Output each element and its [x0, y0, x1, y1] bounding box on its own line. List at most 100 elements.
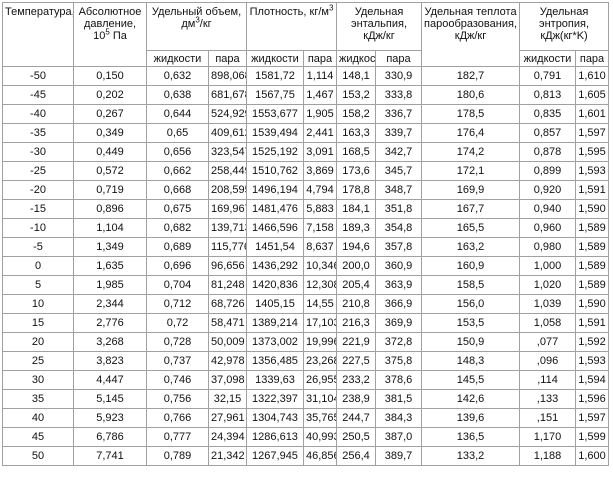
- table-cell: 1553,677: [246, 104, 304, 124]
- table-cell: 1,591: [575, 180, 610, 200]
- header-text: Удельный объем, дм: [151, 6, 242, 30]
- table-cell: 1,596: [575, 389, 610, 409]
- header-text: Удельная энтропия, кДж(кг*K): [538, 6, 590, 42]
- table-row: -150,8960,675169,9671481,4765,883184,135…: [2, 199, 610, 219]
- table-cell: 221,9: [336, 332, 376, 352]
- table-cell: 148,1: [336, 66, 376, 86]
- table-cell: 153,5: [421, 313, 521, 333]
- table-cell: 1,592: [575, 332, 610, 352]
- table-cell: 0,349: [73, 123, 147, 143]
- table-cell: 46,856: [303, 446, 337, 466]
- table-cell: 1,599: [575, 427, 610, 447]
- table-cell: 3,268: [73, 332, 147, 352]
- table-cell: 0,150: [73, 66, 147, 86]
- table-cell: 19,996: [303, 332, 337, 352]
- table-cell: ,096: [519, 351, 577, 371]
- table-row: -5 1,349 0,689 115,776 1451,54 8,637 194,6 357,…: [2, 237, 610, 257]
- subheader-cell: жидкости: [246, 50, 304, 67]
- table-cell: 1,590: [575, 294, 610, 314]
- table-cell: 17,103: [303, 313, 337, 333]
- table-cell: 0,668: [146, 180, 209, 200]
- subheader-cell: пара: [303, 50, 337, 67]
- table-cell: 20: [2, 332, 74, 352]
- table-cell: 348,7: [374, 180, 423, 200]
- table-cell: -45: [2, 85, 74, 105]
- table-cell: 158,2: [336, 104, 376, 124]
- table-cell: 1,104: [73, 218, 147, 238]
- table-cell: 1304,743: [246, 408, 304, 428]
- table-cell: 216,3: [336, 313, 376, 333]
- table-cell: 0,689: [146, 237, 209, 257]
- table-row: -300,4490,656323,5471525,1923,091168,534…: [2, 142, 610, 162]
- table-cell: 1,591: [575, 313, 610, 333]
- table-cell: 178,8: [336, 180, 376, 200]
- table-cell: 35: [2, 389, 74, 409]
- table-cell: 366,9: [374, 294, 423, 314]
- table-cell: -30: [2, 142, 74, 162]
- table-cell: 333,8: [374, 85, 423, 105]
- table-cell: 42,978: [208, 351, 247, 371]
- table-cell: 169,967: [208, 199, 247, 219]
- table-cell: 30: [2, 370, 74, 390]
- table-cell: 0,980: [519, 237, 577, 257]
- table-cell: ,077: [519, 332, 577, 352]
- table-cell: 5,883: [303, 199, 337, 219]
- table-cell: 0,777: [146, 427, 209, 447]
- table-cell: 0,719: [73, 180, 147, 200]
- table-cell: 0,267: [73, 104, 147, 124]
- table-cell: 0,789: [146, 446, 209, 466]
- table-cell: 0,572: [73, 161, 147, 181]
- table-cell: -20: [2, 180, 74, 200]
- header-text: Удельная теплота парообразования, кДж/кг: [424, 6, 517, 42]
- table-cell: 387,0: [374, 427, 423, 447]
- table-row: 30 4,447 0,746 37,098 1339,63 26,955 233,2 378,…: [2, 370, 610, 390]
- table-cell: 1,589: [575, 218, 610, 238]
- table-cell: 81,248: [208, 275, 247, 295]
- table-cell: 165,5: [421, 218, 521, 238]
- table-row: -101,1040,682139,7131466,5967,158189,335…: [2, 218, 610, 238]
- table-cell: 150,9: [421, 332, 521, 352]
- table-cell: -50: [2, 66, 74, 86]
- table-row: -450,2020,638681,6781567,751,467153,2333…: [2, 85, 610, 105]
- data-table: Температура,0CАбсолютное давление, 105 П…: [2, 2, 610, 466]
- header-text: Удельная энтальпия, кДж/кг: [351, 6, 407, 42]
- table-cell: 1,905: [303, 104, 337, 124]
- table-cell: 1,593: [575, 161, 610, 181]
- table-cell: 184,1: [336, 199, 376, 219]
- table-cell: 0,791: [519, 66, 577, 86]
- table-cell: 1405,15: [246, 294, 304, 314]
- table-cell: 1,600: [575, 446, 610, 466]
- table-cell: 23,268: [303, 351, 337, 371]
- table-cell: 1,601: [575, 104, 610, 124]
- table-cell: 0,737: [146, 351, 209, 371]
- table-cell: -10: [2, 218, 74, 238]
- table-row: 35 5,145 0,756 32,15 1322,397 31,104 238,9 381,…: [2, 389, 610, 409]
- table-cell: 50,009: [208, 332, 247, 352]
- table-cell: 1567,75: [246, 85, 304, 105]
- table-cell: 330,9: [374, 66, 423, 86]
- table-cell: 227,5: [336, 351, 376, 371]
- table-cell: 1,114: [303, 66, 337, 86]
- table-row: -200,7190,668208,5951496,1944,794178,834…: [2, 180, 610, 200]
- table-cell: 139,713: [208, 218, 247, 238]
- table-cell: 1,589: [575, 237, 610, 257]
- table-cell: 205,4: [336, 275, 376, 295]
- table-cell: 189,3: [336, 218, 376, 238]
- table-cell: 0,712: [146, 294, 209, 314]
- table-cell: 1481,476: [246, 199, 304, 219]
- table-cell: 0,632: [146, 66, 209, 86]
- table-cell: 2,344: [73, 294, 147, 314]
- table-cell: 158,5: [421, 275, 521, 295]
- header-text: Абсолютное давление, 10: [78, 6, 142, 42]
- table-body: -500,1500,632898,0681581,721,114148,1330…: [2, 66, 610, 466]
- table-cell: 3,823: [73, 351, 147, 371]
- table-cell: 40,993: [303, 427, 337, 447]
- table-cell: 524,929: [208, 104, 247, 124]
- table-cell: 1,593: [575, 351, 610, 371]
- table-row: 20 3,268 0,728 50,009 1373,002 19,996 221,9 372…: [2, 332, 610, 352]
- table-cell: 357,8: [374, 237, 423, 257]
- table-cell: 1356,485: [246, 351, 304, 371]
- table-cell: 1286,613: [246, 427, 304, 447]
- table-cell: 1,349: [73, 237, 147, 257]
